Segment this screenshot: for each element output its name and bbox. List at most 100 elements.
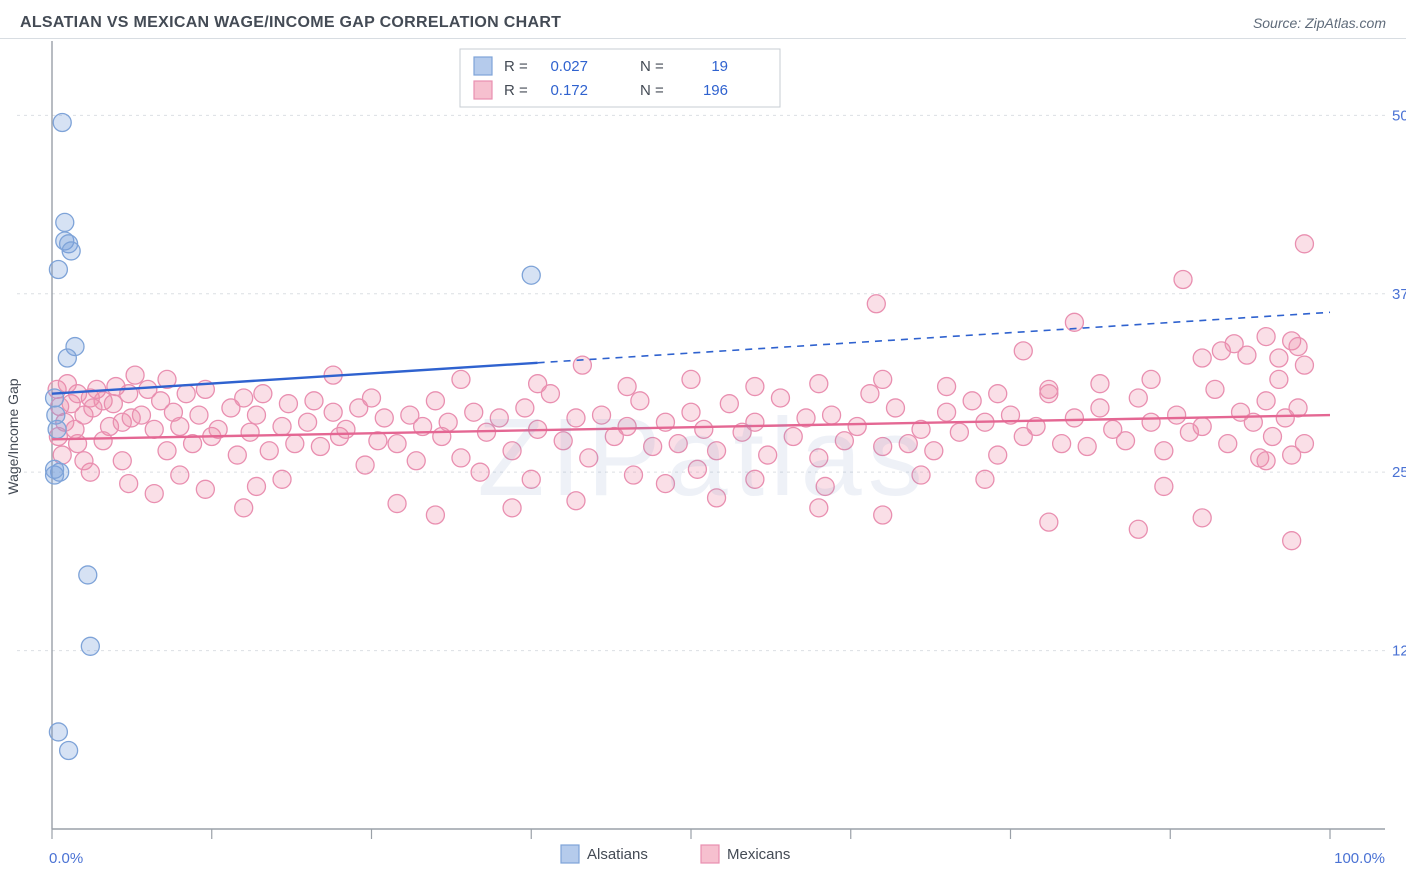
mexicans-point [286, 435, 304, 453]
mexicans-point [75, 452, 93, 470]
mexicans-point [247, 406, 265, 424]
mexicans-point [145, 485, 163, 503]
mexicans-point [254, 385, 272, 403]
mexicans-point [1295, 235, 1313, 253]
mexicans-point [874, 370, 892, 388]
mexicans-point [337, 420, 355, 438]
legend-n-label: N = [640, 58, 664, 75]
legend-swatch [474, 81, 492, 99]
mexicans-point [669, 435, 687, 453]
mexicans-point [196, 480, 214, 498]
mexicans-point [810, 499, 828, 517]
mexicans-point [708, 442, 726, 460]
mexicans-point [989, 385, 1007, 403]
mexicans-point [1078, 437, 1096, 455]
mexicans-point [177, 385, 195, 403]
mexicans-point [938, 403, 956, 421]
mexicans-point [1193, 349, 1211, 367]
mexicans-point [235, 389, 253, 407]
mexicans-point [874, 437, 892, 455]
mexicans-point [1257, 328, 1275, 346]
mexicans-point [618, 378, 636, 396]
alsatians-point [53, 114, 71, 132]
mexicans-point [407, 452, 425, 470]
mexicans-point [145, 420, 163, 438]
mexicans-point [465, 403, 483, 421]
mexicans-point [324, 403, 342, 421]
mexicans-point [644, 437, 662, 455]
mexicans-point [94, 432, 112, 450]
mexicans-point [158, 442, 176, 460]
mexicans-point [695, 420, 713, 438]
mexicans-point [375, 409, 393, 427]
mexicans-point [912, 466, 930, 484]
mexicans-point [963, 392, 981, 410]
mexicans-point [439, 413, 457, 431]
mexicans-point [899, 435, 917, 453]
mexicans-point [1155, 442, 1173, 460]
mexicans-point [503, 499, 521, 517]
mexicans-point [867, 295, 885, 313]
scatter-chart-svg: 12.5%25.0%37.5%50.0%0.0%100.0%Wage/Incom… [0, 39, 1406, 889]
legend-r-value: 0.027 [550, 58, 588, 75]
legend-r-label: R = [504, 82, 528, 99]
mexicans-point [1283, 532, 1301, 550]
alsatians-point [46, 460, 64, 478]
mexicans-point [1040, 380, 1058, 398]
mexicans-point [593, 406, 611, 424]
legend-n-value: 196 [703, 82, 728, 99]
mexicans-point [126, 366, 144, 384]
alsatians-point [62, 242, 80, 260]
mexicans-point [810, 449, 828, 467]
mexicans-point [171, 418, 189, 436]
alsatians-point [49, 261, 67, 279]
mexicans-point [1129, 389, 1147, 407]
mexicans-point [66, 420, 84, 438]
y-tick-label: 37.5% [1392, 286, 1406, 303]
mexicans-point [356, 456, 374, 474]
y-tick-label: 12.5% [1392, 643, 1406, 660]
alsatians-point [81, 637, 99, 655]
y-axis-label: Wage/Income Gap [5, 378, 21, 494]
mexicans-point [682, 403, 700, 421]
mexicans-point [1206, 380, 1224, 398]
mexicans-point [848, 418, 866, 436]
mexicans-point [950, 423, 968, 441]
mexicans-point [452, 449, 470, 467]
mexicans-point [573, 356, 591, 374]
mexicans-point [84, 399, 102, 417]
mexicans-point [746, 378, 764, 396]
mexicans-point [784, 428, 802, 446]
mexicans-point [503, 442, 521, 460]
mexicans-point [624, 466, 642, 484]
alsatians-point [46, 389, 64, 407]
mexicans-point [171, 466, 189, 484]
mexicans-point [771, 389, 789, 407]
alsatians-point [58, 349, 76, 367]
mexicans-point [299, 413, 317, 431]
mexicans-point [1168, 406, 1186, 424]
legend-r-value: 0.172 [550, 82, 588, 99]
mexicans-point [426, 392, 444, 410]
mexicans-point [1219, 435, 1237, 453]
mexicans-point [388, 435, 406, 453]
mexicans-point [1289, 338, 1307, 356]
mexicans-point [1129, 520, 1147, 538]
mexicans-point [471, 463, 489, 481]
mexicans-point [759, 446, 777, 464]
mexicans-point [925, 442, 943, 460]
mexicans-point [529, 375, 547, 393]
mexicans-point [58, 375, 76, 393]
mexicans-point [989, 446, 1007, 464]
legend-r-label: R = [504, 58, 528, 75]
mexicans-point [522, 470, 540, 488]
mexicans-point [1091, 399, 1109, 417]
mexicans-point [305, 392, 323, 410]
x-right-label: 100.0% [1334, 850, 1385, 867]
mexicans-point [1295, 356, 1313, 374]
mexicans-point [1142, 413, 1160, 431]
mexicans-point [426, 506, 444, 524]
mexicans-point [388, 495, 406, 513]
mexicans-point [1117, 432, 1135, 450]
mexicans-point [273, 418, 291, 436]
